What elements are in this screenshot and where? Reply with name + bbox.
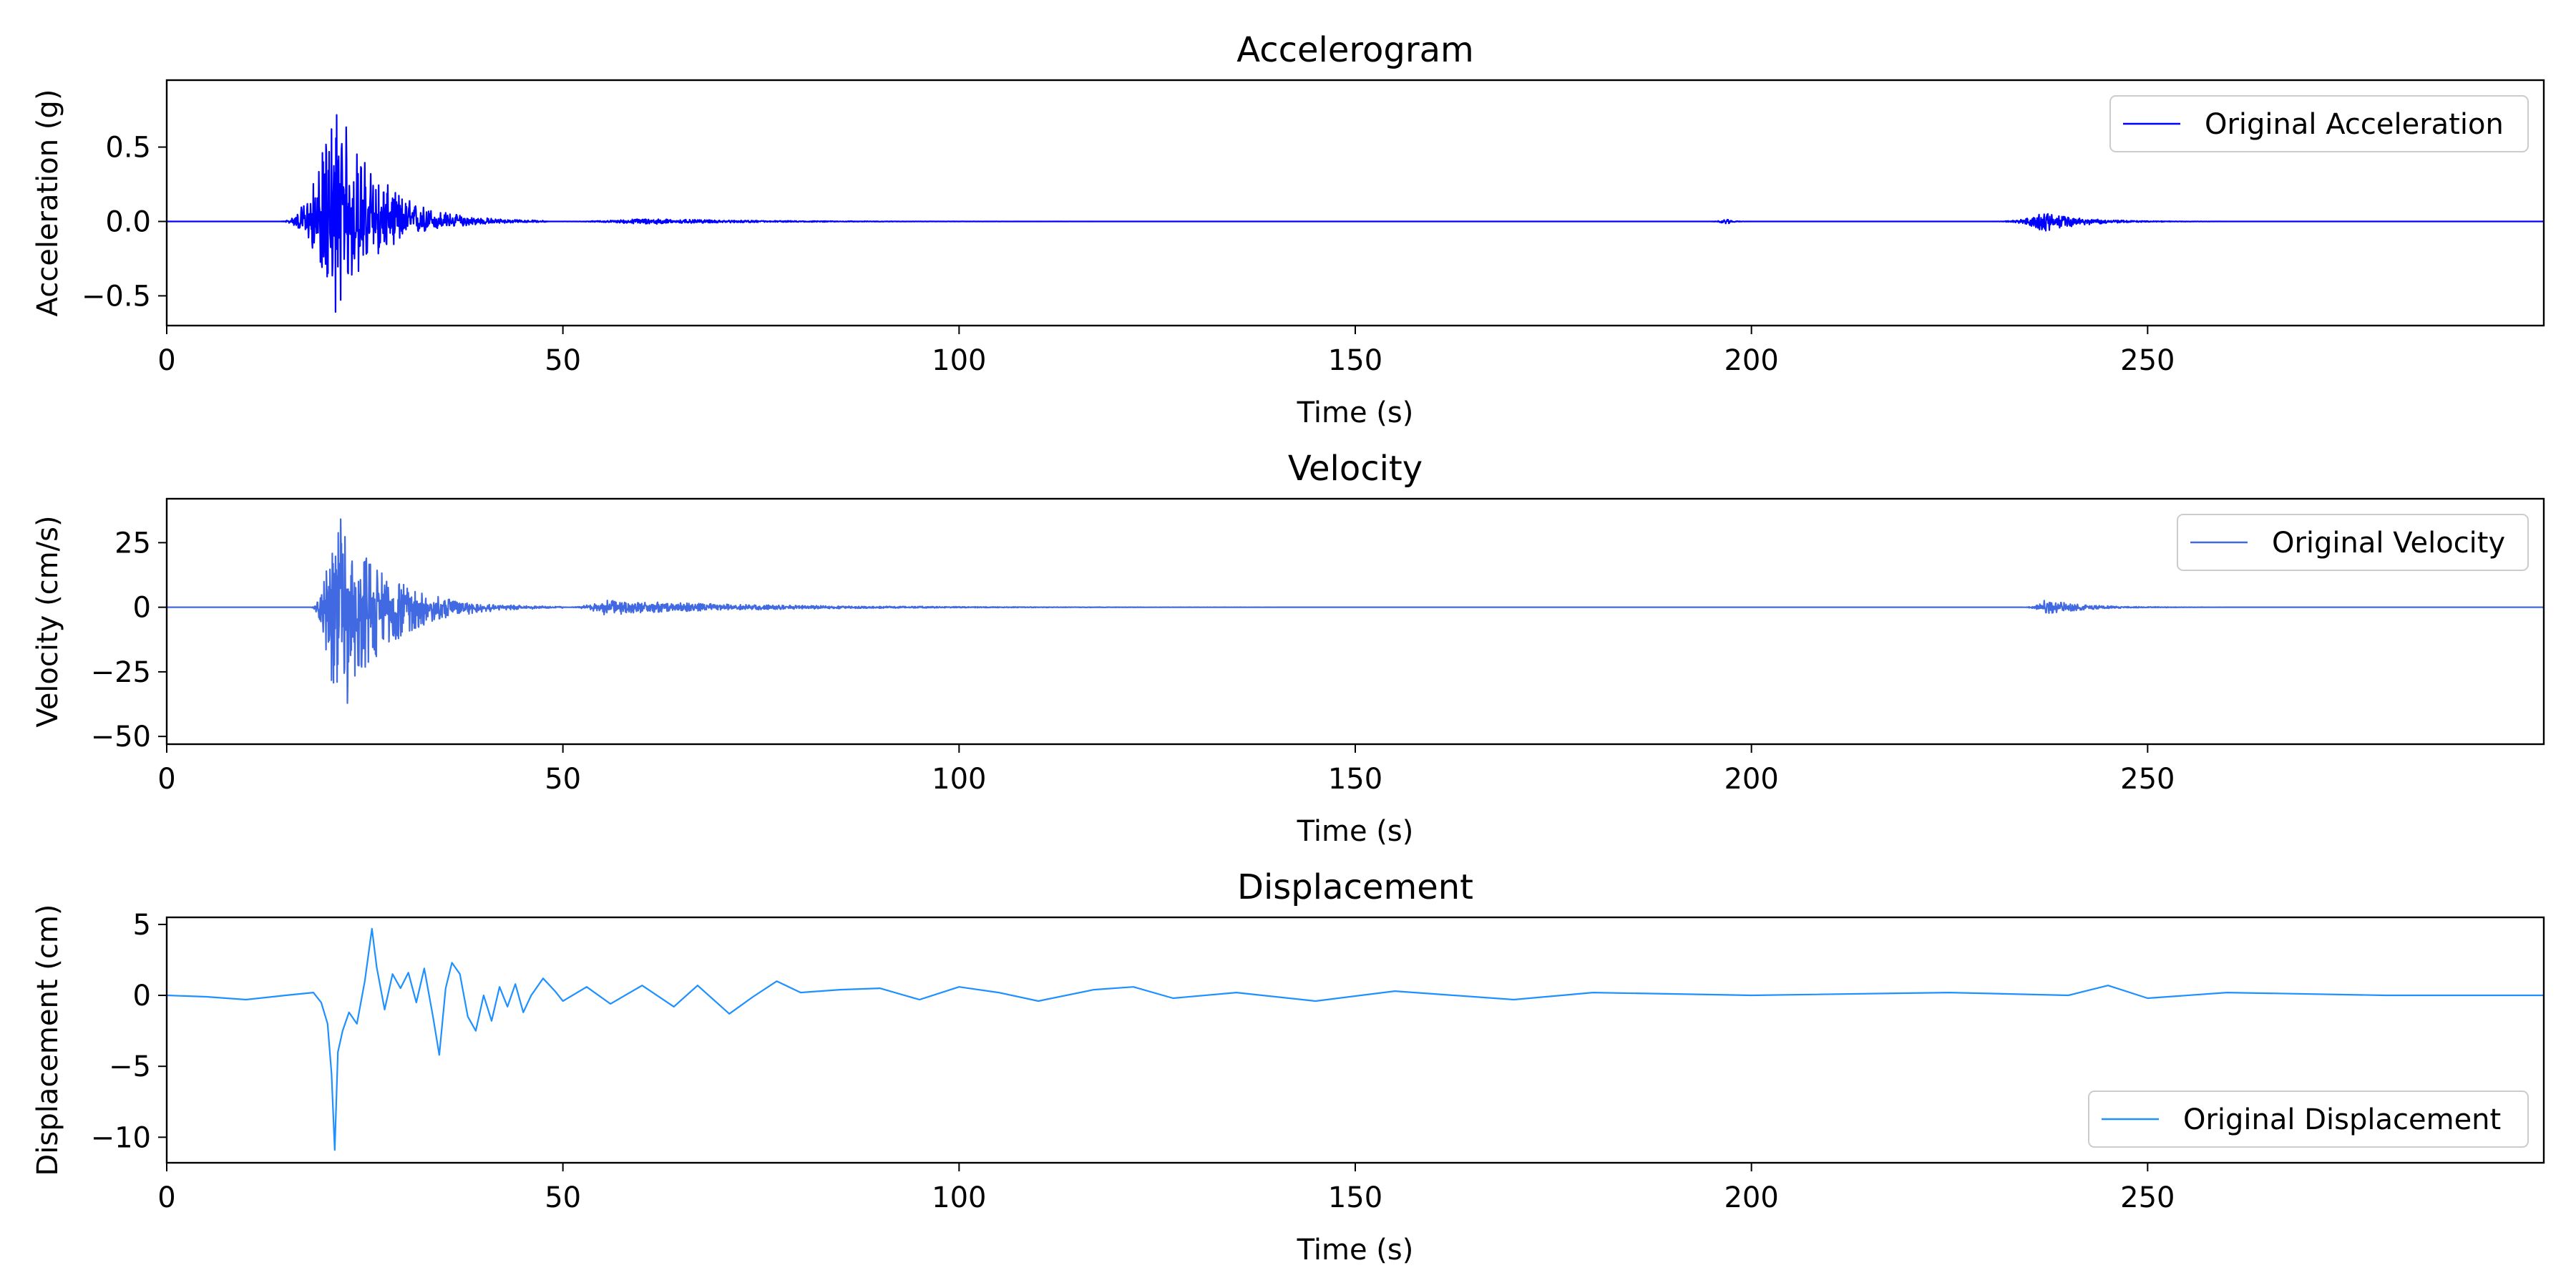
x-tick-label: 100 (932, 344, 986, 377)
series-line (167, 518, 2544, 704)
x-tick-label: 100 (932, 763, 986, 796)
legend-box (2088, 1091, 2529, 1148)
x-tick-label: 200 (1724, 344, 1778, 377)
x-tick-label: 50 (545, 763, 581, 796)
x-tick-label: 200 (1724, 1181, 1778, 1214)
legend-box (2177, 514, 2529, 571)
x-tick-label: 100 (932, 1181, 986, 1214)
x-axis-label: Time (s) (1297, 396, 1414, 429)
legend-entry: Original Velocity (2272, 527, 2505, 560)
subplot-1: Accelerogram Time (s) Acceleration (g) 0 50 1… (31, 30, 2545, 429)
x-tick-label: 150 (1328, 763, 1382, 796)
y-tick-label: −5 (109, 1050, 151, 1083)
x-tick-label: 150 (1328, 344, 1382, 377)
y-axis-label: Velocity (cm/s) (31, 515, 64, 727)
x-tick-label: 50 (545, 1181, 581, 1214)
subplot-2: Velocity Time (s) Velocity (cm/s) 0 50 100 150… (31, 449, 2545, 848)
legend-box (2109, 95, 2529, 152)
legend: Original Velocity (2177, 514, 2529, 571)
y-tick-label: −50 (91, 721, 151, 753)
y-tick-label: 5 (133, 909, 151, 942)
y-axis-label: Displacement (cm) (31, 904, 64, 1176)
x-tick-label: 0 (157, 344, 175, 377)
y-axis-label: Acceleration (g) (31, 89, 64, 317)
x-tick-label: 50 (545, 344, 581, 377)
x-tick-label: 200 (1724, 763, 1778, 796)
y-tick-label: −10 (91, 1121, 151, 1154)
series-line (167, 114, 2544, 313)
legend: Original Acceleration (2109, 95, 2529, 152)
y-tick-label: 0 (133, 980, 151, 1013)
legend-entry: Original Acceleration (2205, 108, 2504, 141)
x-tick-label: 250 (2120, 1181, 2175, 1214)
legend-entry: Original Displacement (2183, 1103, 2501, 1136)
x-axis-label: Time (s) (1297, 1234, 1414, 1267)
y-tick-label: −0.5 (82, 280, 151, 313)
legend: Original Displacement (2088, 1091, 2529, 1148)
x-tick-label: 0 (157, 763, 175, 796)
y-tick-label: 25 (114, 527, 151, 560)
subplot-title: Accelerogram (1236, 30, 1474, 70)
x-tick-label: 250 (2120, 763, 2175, 796)
y-tick-label: 0.5 (105, 132, 151, 165)
y-tick-label: 0 (133, 592, 151, 625)
subplot-title: Displacement (1237, 867, 1473, 907)
x-axis-label: Time (s) (1297, 815, 1414, 848)
x-tick-label: 250 (2120, 344, 2175, 377)
x-tick-label: 150 (1328, 1181, 1382, 1214)
x-tick-label: 0 (157, 1181, 175, 1214)
subplot-title: Velocity (1288, 449, 1423, 489)
y-tick-label: −25 (91, 656, 151, 689)
y-tick-label: 0.0 (105, 205, 151, 238)
series-line (167, 927, 2544, 1151)
